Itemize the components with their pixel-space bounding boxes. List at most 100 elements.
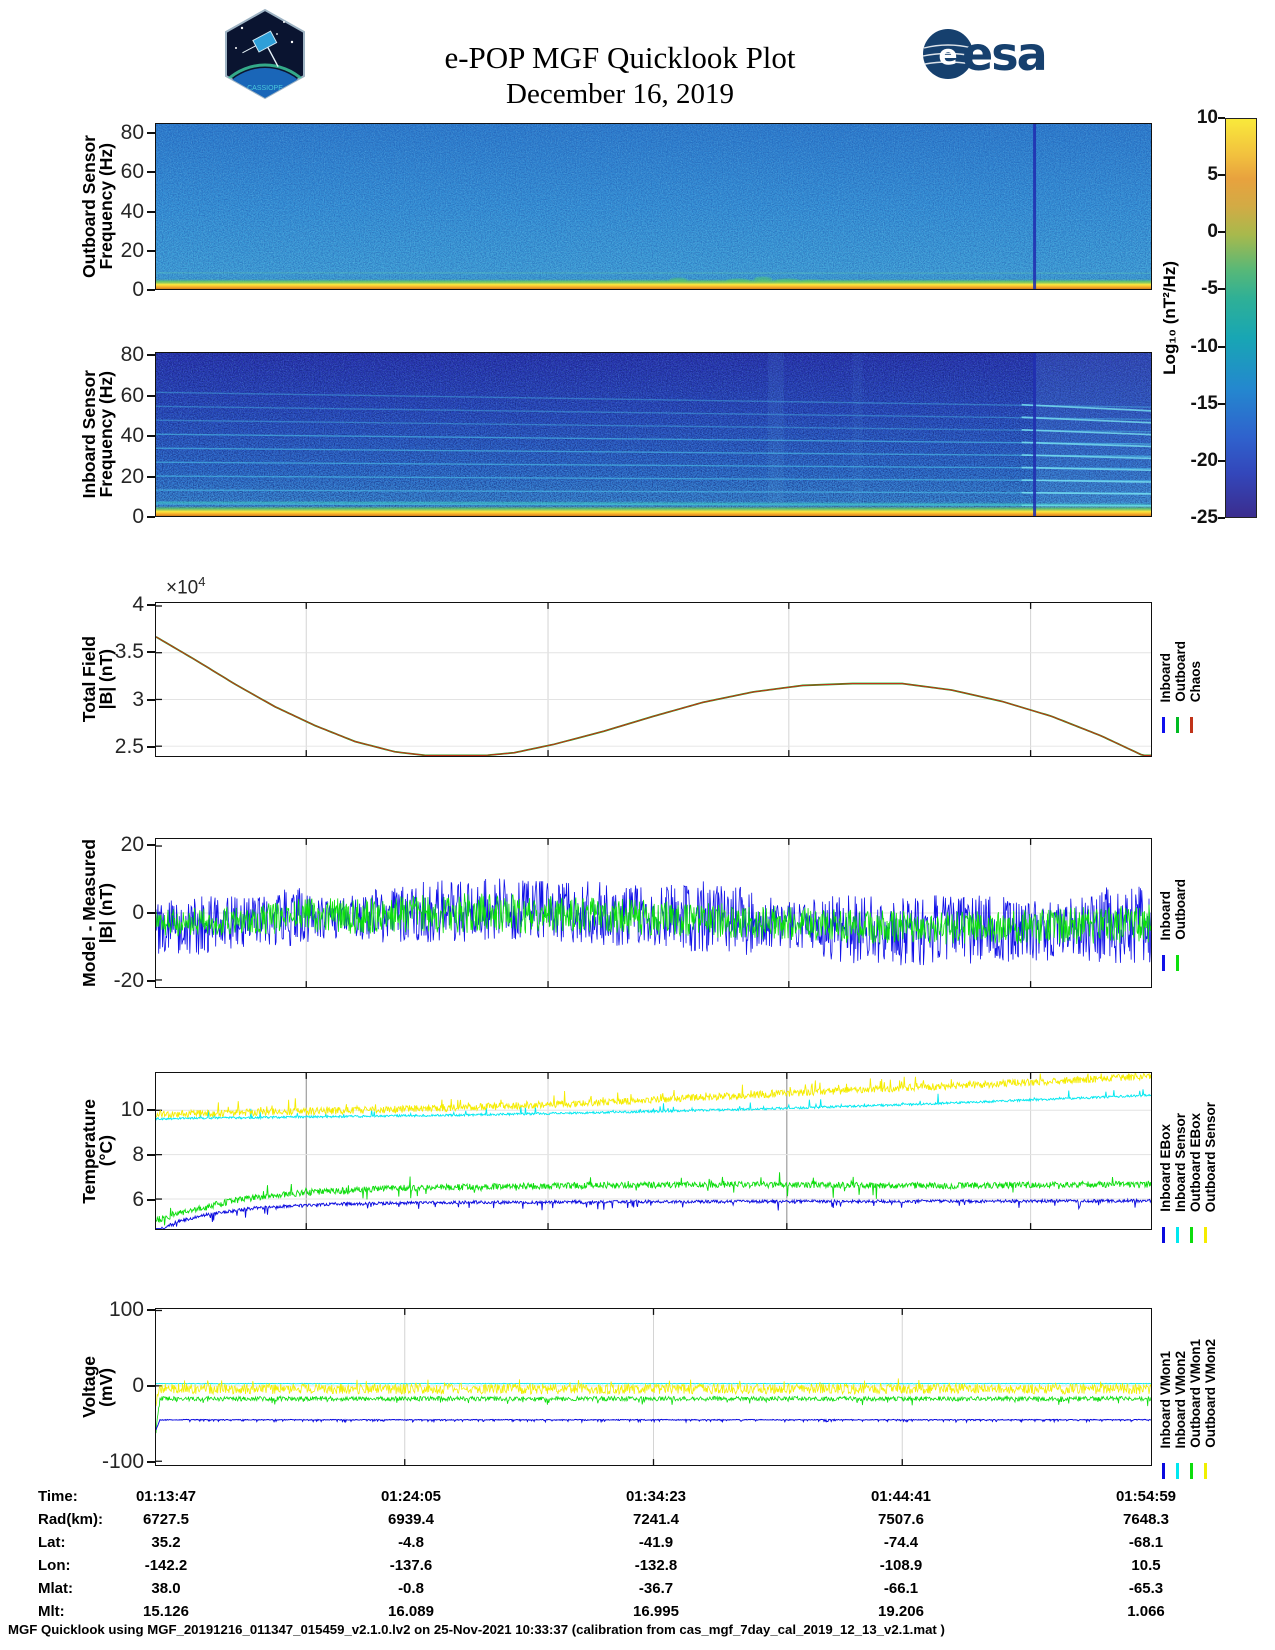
table-cell: 01:54:59 [1115,1488,1177,1505]
y-tick-mark [147,1198,155,1201]
legend-entry-label: Inboard VMon2 [1173,1350,1188,1449]
legend-color-keys [1162,717,1238,733]
legend-color-key [1176,1227,1179,1243]
y-tick-label: 80 [120,121,144,145]
y-tick-mark [147,289,155,291]
table-cell: 10.5 [1131,1557,1161,1574]
y-tick-label: 3.5 [114,640,144,664]
esa-logo-text: esa [962,27,1048,81]
y-tick-label: 3 [132,687,144,711]
legend-color-key [1162,955,1165,971]
table-cell: -108.9 [879,1557,923,1574]
row-label: Time: [38,1488,78,1505]
legend-entry-label: Inboard VMon1 [1158,1350,1173,1449]
esa-logo: e esa [920,26,1048,82]
legend-entry-label: Chaos [1188,660,1203,702]
colorbar-tick-label: -25 [1190,507,1218,528]
footer-provenance-text: MGF Quicklook using MGF_20191216_011347_… [8,1622,945,1637]
table-cell: 19.206 [878,1603,924,1620]
colorbar-tick-mark [1218,345,1225,348]
legend-entry-label: Inboard [1158,890,1173,941]
legend-labels: Inboard EBox Inboard Sensor Outboard EBox O… [1158,1072,1238,1212]
table-cell: -66.1 [883,1580,919,1597]
table-row: Rad(km): 6727.5 6939.4 7241.4 7507.6 7648.3 [0,1511,1275,1534]
legend-entry-label: Outboard [1173,641,1188,702]
table-cell: 01:13:47 [135,1488,197,1505]
y-tick-mark [147,475,155,478]
offset-exponent: 4 [198,574,206,589]
cassiope-logo-label: CASSIOPE [247,85,283,92]
colorbar [1225,118,1257,518]
satellite-graphic [242,30,279,68]
voltage-plot [155,1308,1152,1466]
y-tick-mark [147,516,155,518]
table-cell: 6939.4 [388,1511,434,1528]
legend-entry-label: Outboard [1173,879,1188,940]
total-field-plot [155,602,1152,757]
legend-color-key [1176,1463,1179,1479]
y-tick-label: 10 [120,1097,144,1121]
y-tick-label: 2.5 [114,735,144,759]
temperature-plot [155,1072,1152,1230]
colorbar-tick-mark [1218,174,1225,177]
colorbar-tick-label: 0 [1207,221,1218,243]
row-label: Lat: [38,1534,66,1551]
table-cell: -74.4 [883,1534,919,1551]
table-cell: 16.089 [388,1603,434,1620]
y-tick-label: 0 [132,505,144,528]
y-tick-mark [147,844,155,847]
legend-color-key [1204,1463,1207,1479]
table-cell: -0.8 [398,1580,424,1597]
legend-color-key [1204,1227,1207,1243]
colorbar-tick-label: -15 [1190,392,1218,414]
legend-color-keys [1162,1227,1238,1243]
row-label: Rad(km): [38,1511,104,1528]
y-tick-mark [147,394,155,397]
figure-title: e-POP MGF Quicklook Plot December 16, 20… [320,40,920,112]
legend-entry-label: Outboard VMon2 [1203,1339,1218,1448]
table-cell: -36.7 [638,1580,674,1597]
inboard-spectrogram-plot [155,352,1152,517]
legend-entry-label: Inboard Sensor [1173,1112,1188,1212]
table-row: Time: 01:13:47 01:24:05 01:34:23 01:44:41 01:… [0,1488,1275,1511]
table-row: Mlt: 15.126 16.089 16.995 19.206 1.066 [0,1603,1275,1626]
esa-emblem-icon: e [922,29,974,79]
table-cell: -65.3 [1128,1580,1164,1597]
cassiope-mission-logo: CASSIOPE [225,8,305,100]
table-cell: 1.066 [1127,1603,1165,1620]
table-cell: -41.9 [638,1534,674,1551]
colorbar-tick-mark [1218,231,1225,234]
legend-entry-label: Outboard EBox [1188,1112,1203,1212]
legend-color-keys [1162,955,1238,971]
y-tick-label: -20 [113,968,144,992]
legend-entry-label: Outboard VMon1 [1188,1339,1203,1448]
colorbar-tick-mark [1218,517,1225,519]
colorbar-tick-label: -5 [1201,278,1218,300]
legend-color-key [1190,1227,1193,1243]
table-cell: 16.995 [633,1603,679,1620]
total-field-ylabel: Total Field |B| (nT) [64,602,132,757]
y-tick-mark [147,1461,155,1464]
legend-labels: Inboard Outboard [1158,838,1238,940]
legend-color-key [1176,717,1179,733]
table-cell: 35.2 [151,1534,181,1551]
legend-color-key [1190,1463,1193,1479]
table-cell: -142.2 [144,1557,188,1574]
table-cell: -137.6 [389,1557,433,1574]
model-measured-plot [155,838,1152,988]
model-measured-legend: Inboard Outboard [1158,838,1238,971]
y-tick-label: 60 [120,160,144,184]
table-row: Lon: -142.2 -137.6 -132.8 -108.9 10.5 [0,1557,1275,1580]
y-tick-mark [147,746,155,749]
table-cell: -132.8 [634,1557,678,1574]
y-tick-mark [147,132,155,135]
y-tick-mark [147,1108,155,1111]
total-field-legend: Inboard Outboard Chaos [1158,602,1238,733]
y-tick-mark [147,698,155,701]
y-tick-label: 80 [120,343,144,367]
colorbar-tick-mark [1218,402,1225,405]
table-cell: 6727.5 [143,1511,189,1528]
y-tick-mark [147,1308,155,1311]
y-tick-label: 20 [120,464,144,488]
y-tick-mark [147,435,155,438]
